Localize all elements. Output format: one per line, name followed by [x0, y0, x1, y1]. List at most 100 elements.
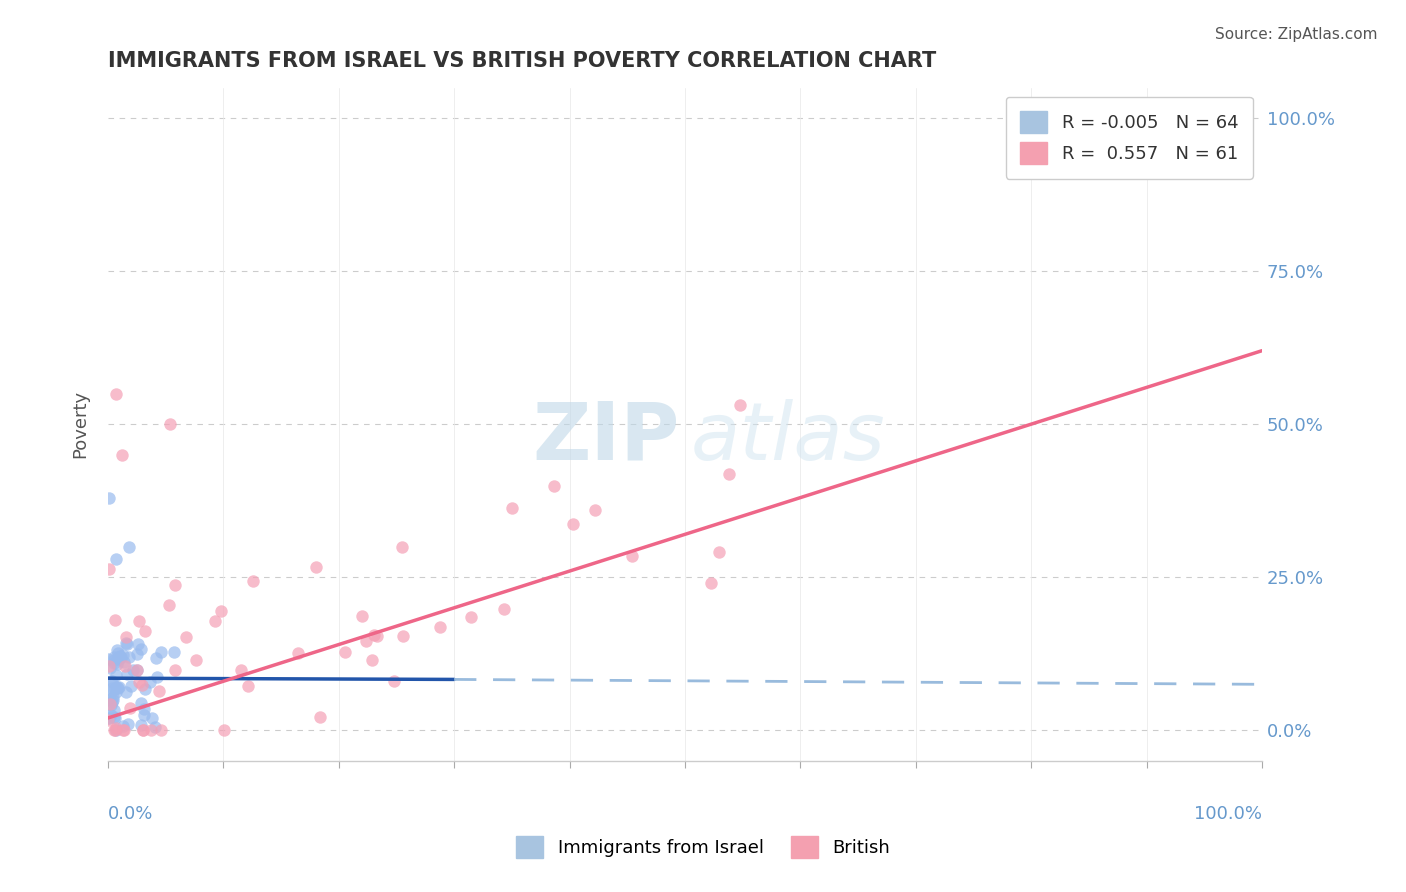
- Point: [114, 658, 136, 673]
- Point: [97, 691, 120, 706]
- Text: Source: ZipAtlas.com: Source: ZipAtlas.com: [1215, 27, 1378, 42]
- Point: [287, 646, 309, 660]
- Point: [112, 723, 135, 738]
- Point: [114, 636, 136, 650]
- Point: [103, 653, 125, 667]
- Point: [100, 673, 122, 688]
- Point: [98, 711, 121, 725]
- Point: [134, 682, 156, 697]
- Point: [104, 386, 127, 401]
- Point: [354, 634, 377, 648]
- Point: [127, 663, 149, 677]
- Point: [104, 552, 127, 566]
- Point: [384, 673, 406, 688]
- Point: [98, 491, 121, 505]
- Point: [543, 479, 565, 493]
- Point: [128, 615, 150, 629]
- Point: [700, 575, 723, 590]
- Point: [104, 613, 127, 627]
- Point: [236, 680, 259, 694]
- Point: [132, 723, 155, 738]
- Point: [363, 627, 385, 641]
- Point: [366, 629, 388, 643]
- Text: 100.0%: 100.0%: [1194, 805, 1263, 822]
- Legend: R = -0.005   N = 64, R =  0.557   N = 61: R = -0.005 N = 64, R = 0.557 N = 61: [1005, 96, 1253, 178]
- Point: [97, 658, 120, 673]
- Point: [728, 398, 751, 412]
- Point: [103, 709, 125, 723]
- Point: [110, 650, 132, 665]
- Point: [391, 540, 413, 554]
- Point: [111, 648, 134, 662]
- Point: [204, 614, 226, 628]
- Point: [107, 649, 129, 664]
- Point: [100, 674, 122, 689]
- Point: [122, 663, 145, 677]
- Point: [118, 650, 141, 665]
- Point: [103, 650, 125, 665]
- Point: [335, 645, 357, 659]
- Text: ZIP: ZIP: [531, 399, 679, 476]
- Point: [97, 711, 120, 725]
- Point: [128, 674, 150, 689]
- Point: [98, 697, 121, 711]
- Point: [97, 562, 120, 576]
- Point: [460, 610, 482, 624]
- Point: [104, 723, 127, 738]
- Point: [107, 646, 129, 660]
- Point: [165, 578, 187, 592]
- Text: atlas: atlas: [690, 399, 886, 476]
- Point: [97, 713, 120, 727]
- Point: [112, 655, 135, 669]
- Point: [131, 678, 153, 692]
- Point: [242, 574, 264, 589]
- Point: [98, 661, 121, 675]
- Point: [186, 653, 208, 667]
- Point: [105, 668, 128, 682]
- Point: [105, 643, 128, 657]
- Legend: Immigrants from Israel, British: Immigrants from Israel, British: [509, 829, 897, 865]
- Point: [174, 630, 197, 644]
- Point: [231, 663, 253, 677]
- Point: [120, 700, 142, 714]
- Point: [101, 684, 124, 698]
- Point: [157, 598, 180, 612]
- Point: [112, 719, 135, 733]
- Point: [143, 720, 166, 734]
- Point: [561, 517, 583, 532]
- Point: [101, 695, 124, 709]
- Point: [149, 645, 172, 659]
- Point: [129, 696, 152, 710]
- Point: [105, 685, 128, 699]
- Point: [115, 637, 138, 651]
- Text: IMMIGRANTS FROM ISRAEL VS BRITISH POVERTY CORRELATION CHART: IMMIGRANTS FROM ISRAEL VS BRITISH POVERT…: [108, 51, 936, 70]
- Point: [125, 663, 148, 677]
- Point: [392, 629, 415, 643]
- Point: [107, 681, 129, 695]
- Point: [139, 723, 162, 738]
- Point: [105, 657, 128, 672]
- Point: [100, 681, 122, 695]
- Point: [159, 417, 181, 432]
- Point: [104, 681, 127, 695]
- Point: [114, 684, 136, 698]
- Point: [352, 609, 374, 624]
- Point: [134, 702, 156, 716]
- Point: [148, 683, 170, 698]
- Point: [127, 647, 149, 661]
- Point: [132, 723, 155, 738]
- Point: [583, 503, 606, 517]
- Point: [146, 670, 169, 684]
- Point: [117, 717, 139, 731]
- Point: [115, 667, 138, 681]
- Point: [163, 664, 186, 678]
- Point: [111, 448, 134, 462]
- Point: [717, 467, 740, 481]
- Point: [129, 641, 152, 656]
- Point: [100, 698, 122, 712]
- Point: [127, 637, 149, 651]
- Point: [134, 624, 156, 639]
- Point: [103, 723, 125, 738]
- Text: 0.0%: 0.0%: [108, 805, 153, 822]
- Point: [141, 711, 163, 725]
